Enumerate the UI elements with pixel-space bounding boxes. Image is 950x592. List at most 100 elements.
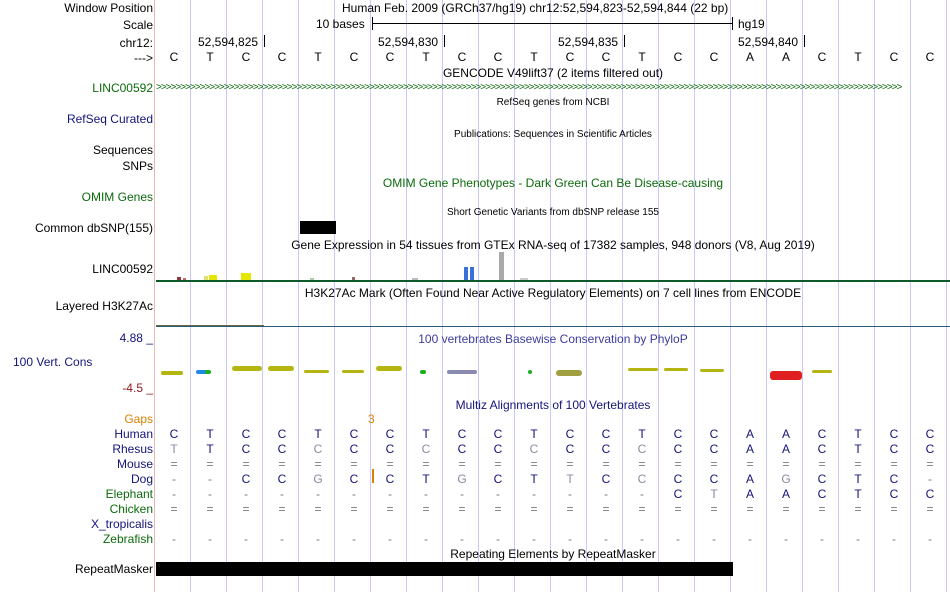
species-label[interactable]: Human [114,427,153,441]
dna-base: C [925,50,935,64]
alignment-base: = [746,457,754,471]
gtex-bar [183,278,186,280]
alignment-base: = [386,457,394,471]
dna-base: C [385,50,395,64]
alignment-base: = [782,502,790,516]
dna-base: C [889,50,899,64]
refseq-label[interactable]: RefSeq Curated [66,112,153,126]
strand-label: ---> [134,51,153,65]
publications-label-sequences[interactable]: Sequences [92,143,153,157]
alignment-base: C [673,472,683,486]
alignment-base: - [892,532,896,546]
alignment-base: C [277,472,287,486]
omim-track-title[interactable]: OMIM Gene Phenotypes - Dark Green Can Be… [382,176,724,190]
h3k27ac-label[interactable]: Layered H3K27Ac [55,299,153,313]
alignment-base: = [638,457,646,471]
alignment-base: = [530,457,538,471]
alignment-base: A [781,442,790,456]
alignment-base: = [746,502,754,516]
alignment-base: - [316,532,320,546]
conservation-track-title[interactable]: 100 vertebrates Basewise Conservation by… [418,332,688,346]
gencode-gene-label[interactable]: LINC00592 [92,81,153,95]
alignment-base: T [854,487,862,501]
insertion-marker [372,469,374,483]
alignment-base: = [926,502,934,516]
gtex-label[interactable]: LINC00592 [92,262,153,276]
multiz-track-title[interactable]: Multiz Alignments of 100 Vertebrates [455,398,651,412]
alignment-base: C [673,487,683,501]
conservation-mark [812,370,832,373]
alignment-base: - [604,487,608,501]
alignment-base: = [818,502,826,516]
omim-label[interactable]: OMIM Genes [81,190,153,204]
dbsnp-track-title[interactable]: Short Genetic Variants from dbSNP releas… [447,207,659,218]
base-guide-line [262,0,263,592]
alignment-base: C [817,472,827,486]
dna-base: C [241,50,251,64]
alignment-base: C [601,427,611,441]
species-label[interactable]: Chicken [109,502,153,516]
conservation-label[interactable]: 100 Vert. Cons [13,355,93,369]
gencode-track-title[interactable]: GENCODE V49lift37 (2 items filtered out) [442,66,664,80]
conservation-mark [664,368,688,371]
species-label[interactable]: Elephant [105,487,153,501]
alignment-base: C [709,442,719,456]
species-label[interactable]: X_tropicalis [90,517,153,531]
dna-base: T [314,50,322,64]
dbsnp-variant[interactable] [300,221,336,234]
gencode-gene-feature[interactable]: >>>>>>>>>>>>>>>>>>>>>>>>>>>>>>>>>>>>>>>>… [156,82,902,93]
coord-3: 52,594,835 [558,35,619,49]
alignment-base: C [349,427,359,441]
dna-base: T [530,50,538,64]
alignment-base: T [206,427,214,441]
alignment-base: - [460,532,464,546]
gtex-bar [520,278,528,280]
conservation-mark [196,370,208,374]
publications-track-title[interactable]: Publications: Sequences in Scientific Ar… [454,129,652,140]
alignment-base: = [170,457,178,471]
alignment-base: T [854,442,862,456]
refseq-track-title[interactable]: RefSeq genes from NCBI [496,97,610,108]
alignment-base: C [637,442,647,456]
species-label[interactable]: Zebrafish [102,532,153,546]
repeatmasker-label[interactable]: RepeatMasker [74,562,153,576]
alignment-base: C [169,427,179,441]
species-label[interactable]: Rhesus [112,442,153,456]
base-guide-line [550,0,551,592]
repeatmasker-track-title[interactable]: Repeating Elements by RepeatMasker [450,547,656,561]
gtex-bar [204,276,208,280]
dbsnp-label[interactable]: Common dbSNP(155) [34,221,153,235]
gap-count: 3 [368,412,375,426]
alignment-base: G [313,472,323,486]
alignment-base: C [817,442,827,456]
gaps-label: Gaps [124,412,153,426]
alignment-base: C [601,442,611,456]
gtex-bar [464,267,468,280]
dna-base: C [673,50,683,64]
alignment-base: = [674,457,682,471]
assembly-position: Human Feb. 2009 (GRCh37/hg19) chr12:52,5… [342,1,729,15]
scale-bar-right [732,17,733,30]
base-guide-line [514,0,515,592]
alignment-base: C [637,472,647,486]
h3k27ac-track-title[interactable]: H3K27Ac Mark (Often Found Near Active Re… [304,286,802,300]
conservation-mark [342,370,364,373]
species-label[interactable]: Mouse [116,457,153,471]
species-label[interactable]: Dog [130,472,153,486]
alignment-base: C [241,427,251,441]
conservation-mark [268,366,294,371]
base-guide-line [406,0,407,592]
alignment-base: A [745,472,754,486]
base-guide-line [766,0,767,592]
alignment-base: - [928,532,932,546]
alignment-base: = [242,502,250,516]
repeatmasker-element[interactable] [156,562,733,576]
publications-label-snps[interactable]: SNPs [122,159,153,173]
alignment-base: C [889,427,899,441]
gtex-track-title[interactable]: Gene Expression in 54 tissues from GTEx … [291,238,815,252]
dna-base: C [817,50,827,64]
alignment-base: = [926,457,934,471]
coord-4: 52,594,840 [738,35,799,49]
h3k27ac-signal-line [156,326,950,327]
base-guide-line [910,0,911,592]
